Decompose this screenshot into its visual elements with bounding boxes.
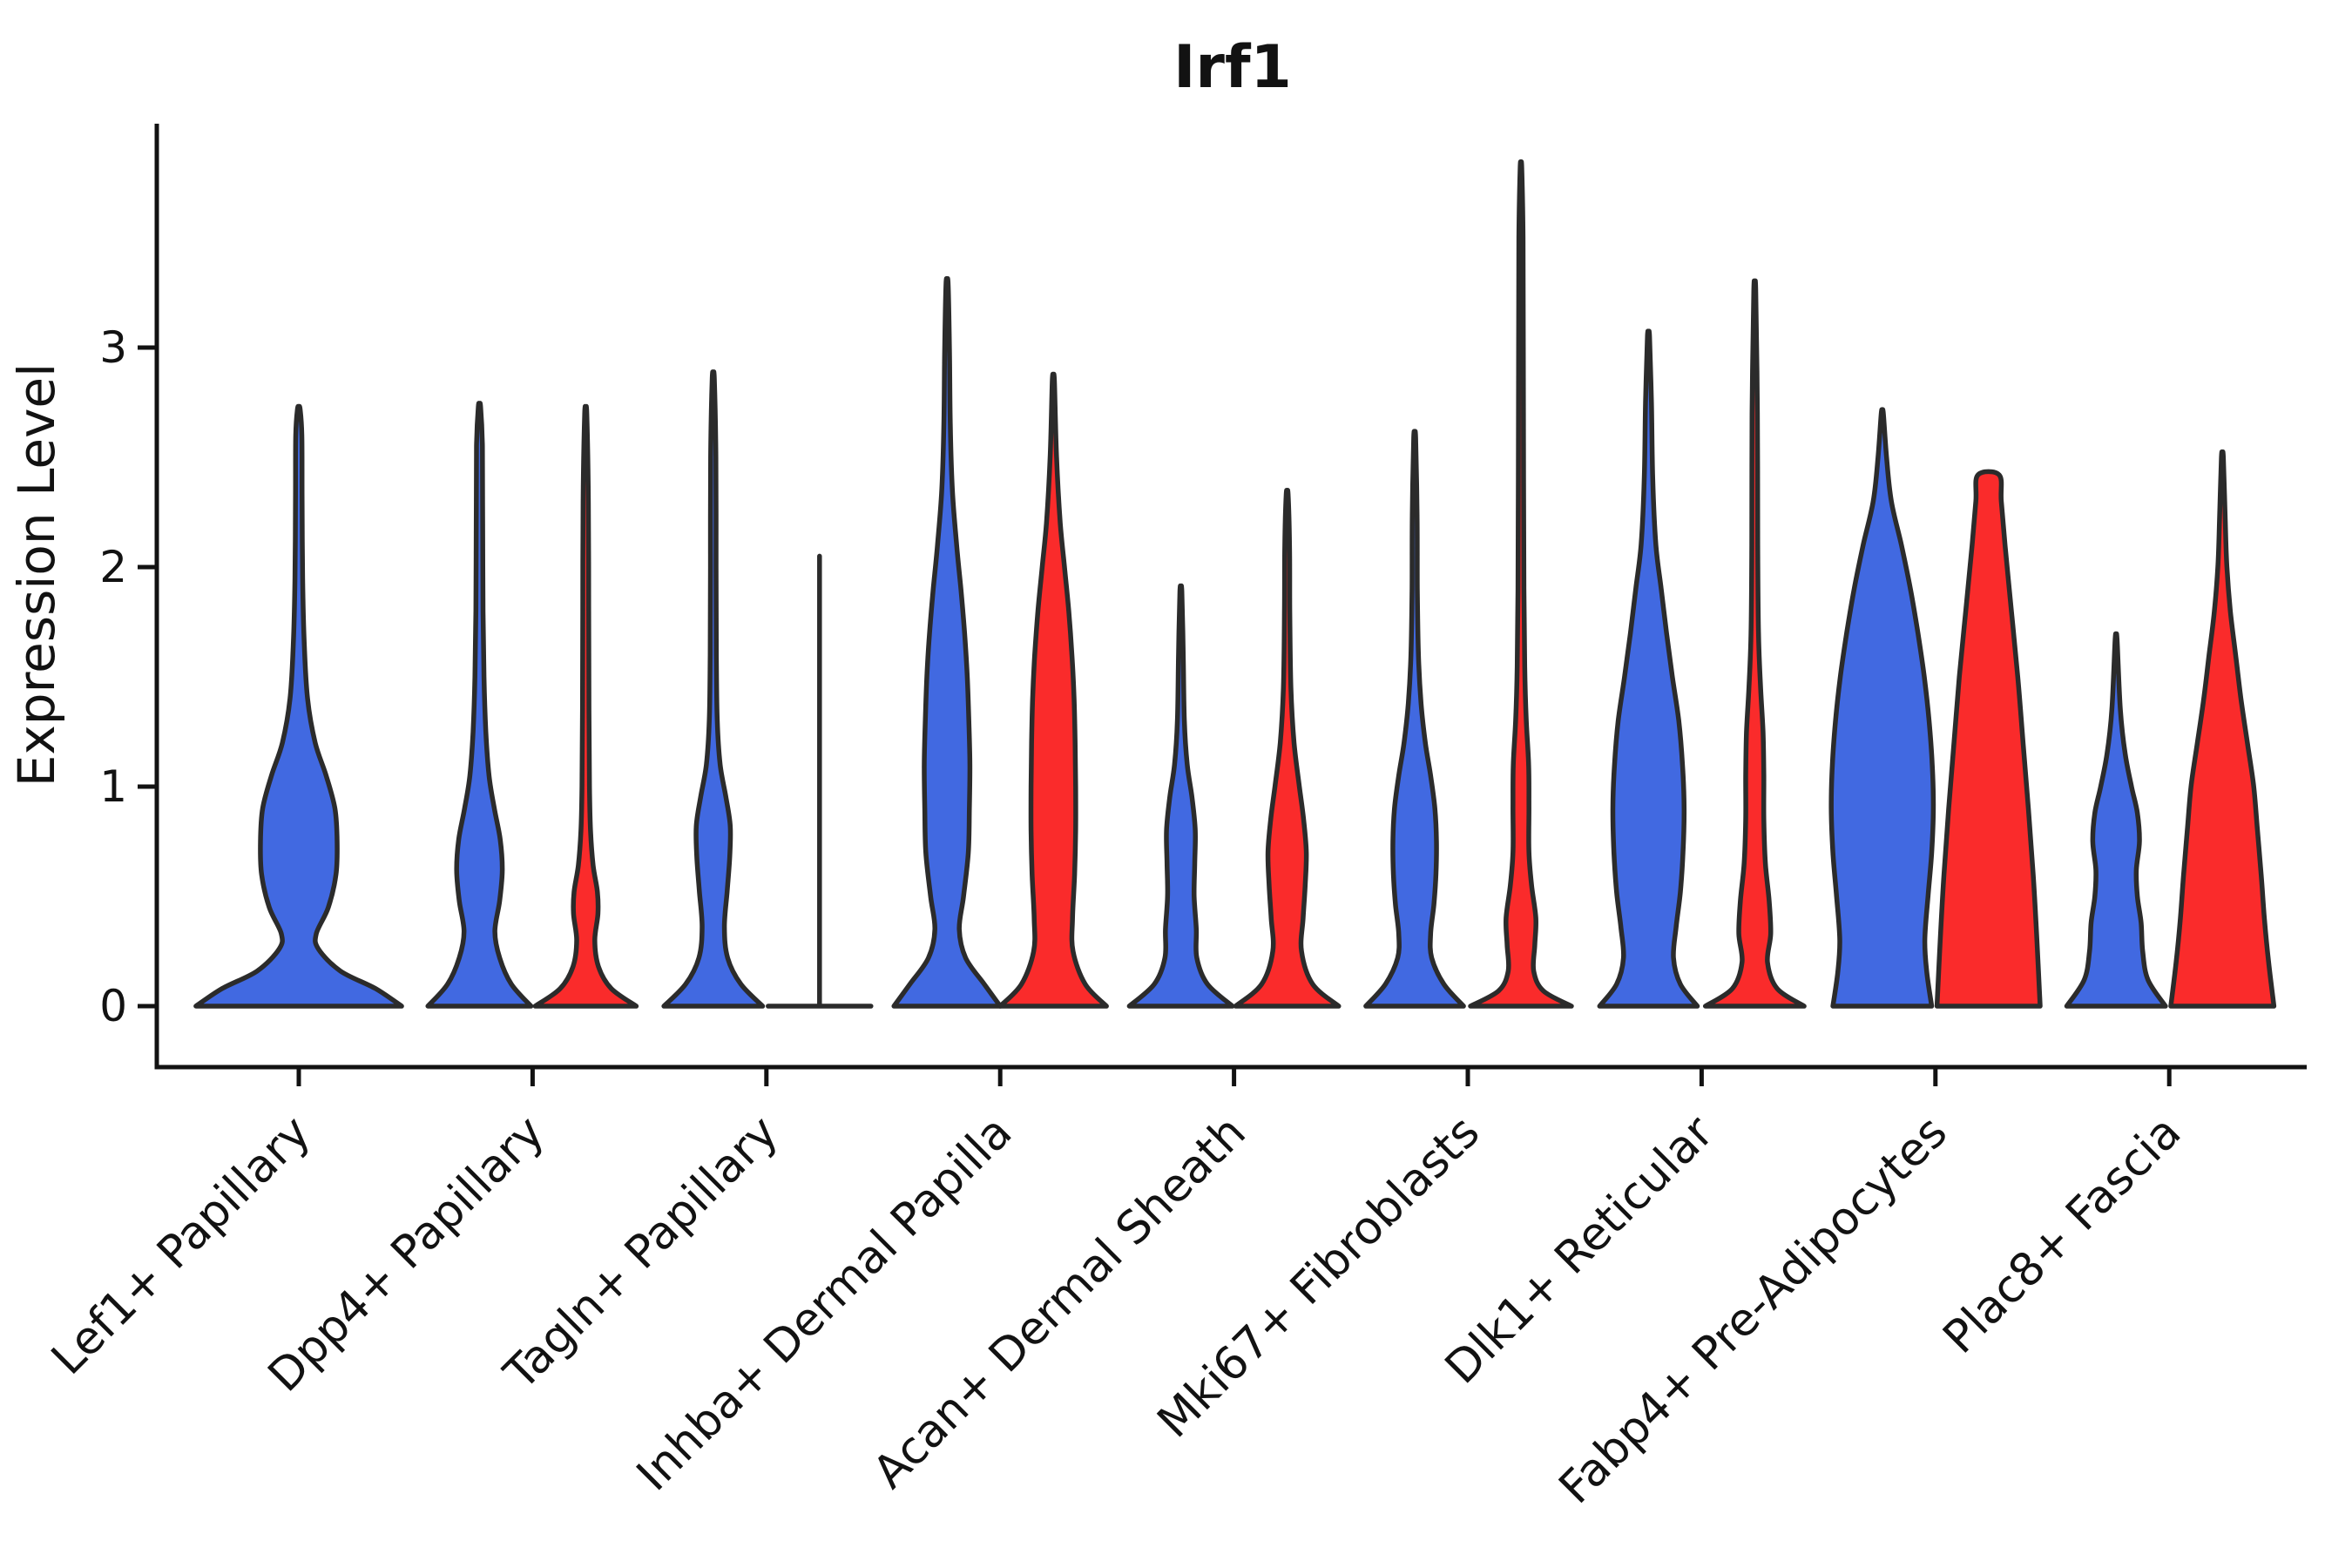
violin-plac8-red [2168, 449, 2277, 1009]
violin-fabp4-red [1934, 469, 2043, 1009]
y-axis-label: Expression Level [7, 363, 66, 787]
violin-tagln-blue [661, 369, 766, 1009]
y-tick-label: 2 [99, 542, 127, 592]
violin-acan-blue [1126, 583, 1235, 1009]
violin-layer [193, 159, 2277, 1009]
violin-dlk1-blue [1597, 328, 1700, 1009]
violin-mki67-red [1468, 159, 1574, 1009]
violin-acan-red [1233, 488, 1342, 1009]
violin-fabp4-blue [1828, 407, 1936, 1009]
axis-spines [154, 124, 2307, 1070]
x-tick-label: Plac8+ Fascia [1934, 1106, 2192, 1364]
violin-inhba-red [997, 371, 1109, 1009]
violin-dlk1-red [1702, 278, 1807, 1009]
violin-plac8-blue [2064, 631, 2168, 1009]
violin-tagln-red-degenerate [766, 553, 874, 1009]
axes-layer [138, 124, 2307, 1086]
y-tick-label: 3 [99, 322, 127, 373]
x-tick-label: Fabp4+ Pre-Adipocytes [1550, 1106, 1957, 1514]
x-tick-label: Acan+ Dermal Sheath [863, 1106, 1256, 1499]
x-tick-label: Lef1+ Papillary [42, 1106, 321, 1385]
violin-dpp4-blue [425, 401, 534, 1009]
y-tick-label: 0 [99, 981, 127, 1031]
violin-dpp4-red [532, 403, 639, 1009]
chart-title: Irf1 [1173, 33, 1292, 102]
x-tick-label: Inhba+ Dermal Papilla [627, 1106, 1022, 1501]
violin-mki67-blue [1363, 429, 1466, 1009]
violin-inhba-blue [891, 276, 1003, 1009]
violin-lef1-blue [193, 403, 404, 1009]
y-tick-label: 1 [99, 761, 127, 812]
